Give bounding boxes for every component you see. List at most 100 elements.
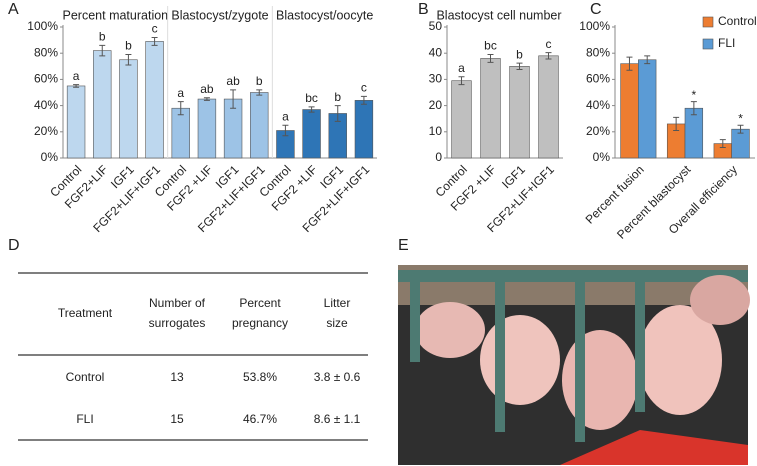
y-tick-label: 30 xyxy=(429,72,443,86)
table-header: Litter xyxy=(324,296,351,310)
significance-letter: b xyxy=(99,30,106,44)
legend-label: FLI xyxy=(718,36,735,50)
significance-letter: a xyxy=(177,86,184,100)
group-title: Percent maturation xyxy=(63,8,169,22)
table-cell: 8.6 ± 1.1 xyxy=(314,412,361,426)
error-bar xyxy=(125,54,132,66)
significance-letter: b xyxy=(256,74,263,88)
significance-letter: a xyxy=(458,61,465,75)
error-bar xyxy=(673,116,680,131)
y-tick-label: 80% xyxy=(586,45,610,59)
bar xyxy=(302,109,321,159)
bar xyxy=(451,80,472,159)
error-bar xyxy=(690,101,697,116)
significance-marker: * xyxy=(692,88,697,102)
y-tick-label: 0% xyxy=(41,150,59,164)
table-header: pregnancy xyxy=(232,316,288,330)
table-header: Number of xyxy=(149,296,206,310)
table-header: size xyxy=(326,316,348,330)
y-tick-label: 60% xyxy=(34,72,58,86)
bar xyxy=(480,58,501,159)
table-header: Treatment xyxy=(58,306,113,320)
error-bar xyxy=(360,95,367,105)
error-bar xyxy=(99,44,106,57)
bar xyxy=(66,85,86,159)
error-bar xyxy=(282,124,289,137)
significance-letter: ab xyxy=(200,82,214,96)
panel-label: E xyxy=(398,237,409,254)
table-header: surrogates xyxy=(149,316,206,330)
bar xyxy=(354,100,374,159)
bar xyxy=(145,41,164,159)
error-bar xyxy=(230,89,237,109)
bar xyxy=(538,55,559,159)
table-cell: 53.8% xyxy=(243,370,277,384)
error-bar xyxy=(737,124,744,134)
group-title: Blastocyst/zygote xyxy=(171,8,268,22)
legend-label: Control xyxy=(718,14,757,28)
photo xyxy=(398,265,750,465)
significance-letter: c xyxy=(361,81,367,95)
significance-letter: c xyxy=(546,37,552,51)
error-bar xyxy=(516,62,523,70)
y-tick-label: 20% xyxy=(34,124,58,138)
bar xyxy=(250,92,269,159)
significance-letter: b xyxy=(125,39,132,53)
panel-label: B xyxy=(418,1,429,18)
y-tick-label: 40 xyxy=(429,45,443,59)
bar xyxy=(171,107,190,159)
error-bar xyxy=(308,106,315,113)
error-bar xyxy=(177,101,184,116)
table-cell: FLI xyxy=(76,412,93,426)
error-bar xyxy=(644,55,651,65)
y-tick-label: 0 xyxy=(435,150,442,164)
bar xyxy=(509,66,530,159)
bar xyxy=(638,59,657,159)
group-title: Blastocyst/oocyte xyxy=(276,8,373,22)
significance-letter: b xyxy=(334,90,341,104)
significance-letter: b xyxy=(516,47,523,61)
y-tick-label: 50 xyxy=(429,19,443,33)
table-cell: 3.8 ± 0.6 xyxy=(314,370,361,384)
error-bar xyxy=(151,36,158,46)
panel-label: D xyxy=(8,237,20,254)
legend-swatch xyxy=(702,16,714,28)
legend-swatch xyxy=(702,38,714,50)
table-cell: 46.7% xyxy=(243,412,277,426)
y-tick-label: 80% xyxy=(34,45,58,59)
y-tick-label: 40% xyxy=(586,98,610,112)
error-bar xyxy=(73,84,80,88)
error-bar xyxy=(545,52,552,60)
significance-letter: a xyxy=(73,69,80,83)
bar xyxy=(119,59,138,159)
bar xyxy=(197,98,217,159)
error-bar xyxy=(256,89,263,96)
significance-letter: ab xyxy=(226,74,240,88)
error-bar xyxy=(203,97,210,101)
error-bar xyxy=(626,56,633,71)
significance-letter: bc xyxy=(484,39,497,53)
table-cell: 15 xyxy=(170,412,184,426)
error-bar xyxy=(334,105,341,122)
table-cell: Control xyxy=(66,370,105,384)
significance-marker: * xyxy=(738,111,743,125)
significance-letter: a xyxy=(282,109,289,123)
error-bar xyxy=(487,54,494,63)
bar xyxy=(93,50,112,159)
error-bar xyxy=(458,76,465,86)
bar xyxy=(684,107,704,159)
significance-letter: bc xyxy=(305,91,318,105)
error-bar xyxy=(719,139,726,149)
y-tick-label: 10 xyxy=(429,124,443,138)
bar xyxy=(620,63,639,159)
chart-title: Blastocyst cell number xyxy=(436,8,561,22)
y-tick-label: 40% xyxy=(34,98,58,112)
y-tick-label: 60% xyxy=(586,72,610,86)
significance-letter: c xyxy=(152,22,158,36)
panel-label: C xyxy=(590,1,602,18)
panel-label: A xyxy=(8,1,19,18)
y-tick-label: 100% xyxy=(27,19,58,33)
table-header: Percent xyxy=(239,296,281,310)
y-tick-label: 0% xyxy=(593,150,611,164)
